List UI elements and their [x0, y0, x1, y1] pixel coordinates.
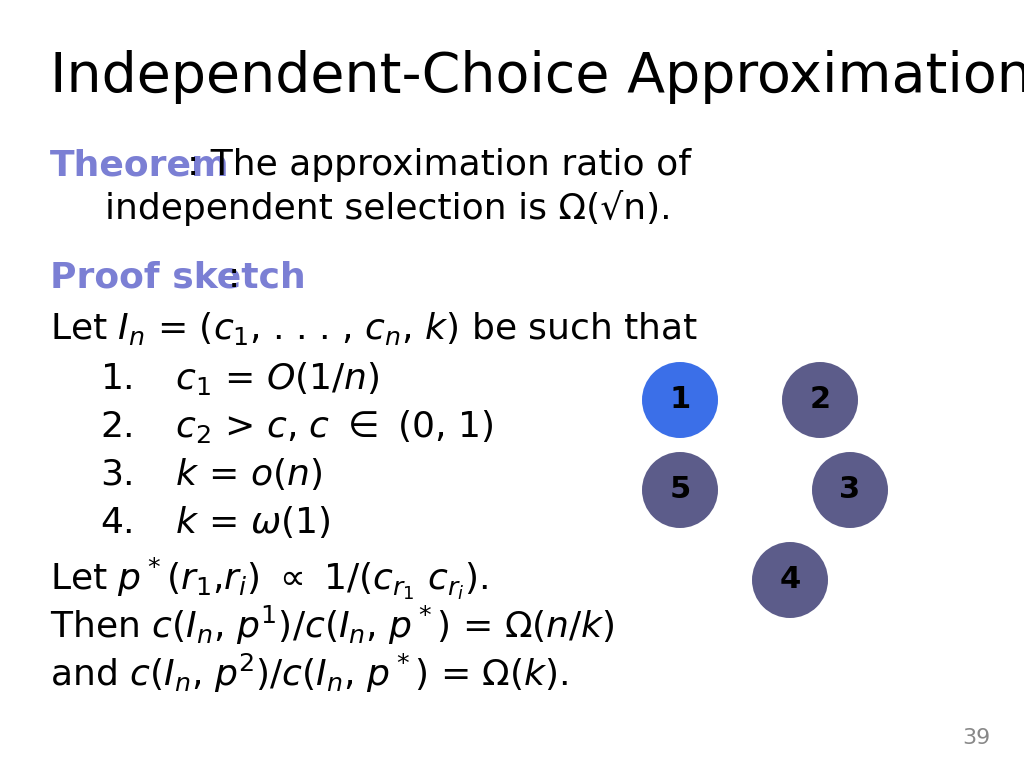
Text: 2: 2: [809, 386, 830, 415]
Text: Independent-Choice Approximation: Independent-Choice Approximation: [50, 50, 1024, 104]
Circle shape: [812, 452, 888, 528]
Text: :: :: [228, 260, 241, 294]
Circle shape: [642, 362, 718, 438]
Text: independent selection is Ω(√n).: independent selection is Ω(√n).: [105, 190, 672, 226]
Text: Theorem: Theorem: [50, 148, 229, 182]
Text: 3: 3: [840, 475, 860, 505]
Text: Let $\mathit{p}^*$($\mathit{r}_1$,$\mathit{r}_i$) $\propto$ 1/($\mathit{c}_{r_1}: Let $\mathit{p}^*$($\mathit{r}_1$,$\math…: [50, 556, 488, 602]
Text: $\it{1.}$   $\mathit{c}_1$ = $\mathit{O}$(1/$\mathit{n}$): $\it{1.}$ $\mathit{c}_1$ = $\mathit{O}$(…: [100, 360, 380, 397]
Text: $\it{3.}$   $\mathit{k}$ = $\mathit{o}$($\mathit{n}$): $\it{3.}$ $\mathit{k}$ = $\mathit{o}$($\…: [100, 456, 323, 492]
Text: Let $\mathit{I_n}$ = ($\mathit{c}_1$, . . . , $\mathit{c_n}$, $\mathit{k}$) be s: Let $\mathit{I_n}$ = ($\mathit{c}_1$, . …: [50, 310, 698, 347]
Text: 39: 39: [962, 728, 990, 748]
Text: Proof sketch: Proof sketch: [50, 260, 306, 294]
Text: 4: 4: [779, 565, 801, 594]
Circle shape: [782, 362, 858, 438]
Text: 1: 1: [670, 386, 690, 415]
Text: Then $\mathit{c}$($\mathit{I_n}$, $\mathit{p}^1$)/$\mathit{c}$($\mathit{I_n}$, $: Then $\mathit{c}$($\mathit{I_n}$, $\math…: [50, 604, 614, 647]
Circle shape: [752, 542, 828, 618]
Text: : The approximation ratio of: : The approximation ratio of: [187, 148, 691, 182]
Text: $\it{4.}$   $\mathit{k}$ = $\mathit{\omega}$(1): $\it{4.}$ $\mathit{k}$ = $\mathit{\omega…: [100, 504, 331, 540]
Circle shape: [642, 452, 718, 528]
Text: and $\mathit{c}$($\mathit{I_n}$, $\mathit{p}^2$)/$\mathit{c}$($\mathit{I_n}$, $\: and $\mathit{c}$($\mathit{I_n}$, $\mathi…: [50, 652, 568, 695]
Text: $\it{2.}$   $\mathit{c}_2$ > $\mathit{c}$, $\mathit{c}$ $\in$ (0, 1): $\it{2.}$ $\mathit{c}_2$ > $\mathit{c}$,…: [100, 408, 494, 445]
Text: 5: 5: [670, 475, 690, 505]
